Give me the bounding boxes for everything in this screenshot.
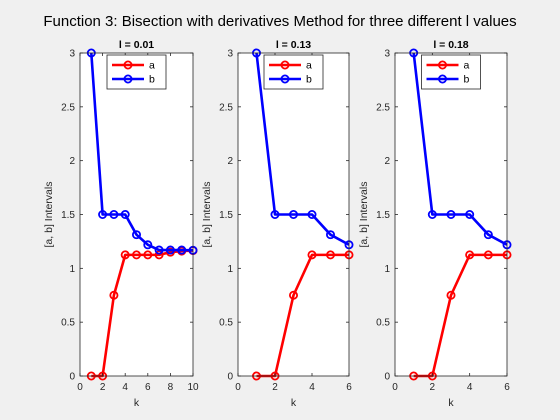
series-a-point	[483, 250, 493, 260]
subplot-title: l = 0.18	[433, 39, 468, 51]
series-b-point	[483, 230, 493, 240]
series-b-point	[446, 209, 456, 219]
x-tick-label: 2	[272, 382, 278, 393]
legend-label: b	[149, 74, 155, 86]
legend-swatch-marker	[280, 74, 290, 84]
x-tick-label: 6	[145, 382, 151, 393]
series-b-point	[427, 209, 437, 219]
legend-label: b	[464, 74, 470, 86]
series-b-point	[177, 245, 187, 255]
x-axis-label: k	[134, 397, 140, 409]
series-b-point	[288, 209, 298, 219]
y-tick-label: 1.5	[376, 210, 390, 221]
y-tick-label: 3	[69, 49, 75, 60]
series-b-point	[465, 209, 475, 219]
legend-box	[106, 54, 167, 90]
y-axis-label: [a, b] Intervals	[43, 182, 55, 248]
x-tick-label: 0	[77, 382, 83, 393]
series-b-point	[154, 245, 164, 255]
y-tick-label: 3	[227, 49, 233, 60]
x-tick-label: 2	[430, 382, 436, 393]
y-axis-label: [a, b] Intervals	[201, 182, 213, 248]
y-tick-label: 1	[69, 264, 75, 275]
y-tick-label: 1	[227, 264, 233, 275]
series-a-point	[465, 250, 475, 260]
legend-swatch-marker	[123, 74, 133, 84]
y-tick-label: 2.5	[61, 102, 75, 113]
x-tick-label: 0	[392, 382, 398, 393]
series-b-point	[307, 209, 317, 219]
x-tick-label: 6	[346, 382, 352, 393]
series-b-point	[120, 209, 130, 219]
subplot-1: 0 2 4 6 8 10 0 0.5 1 1.5 2 2.5 3 l = 0.01 k [a, b] Inte…	[43, 39, 199, 409]
x-axis-label: k	[291, 397, 297, 409]
series-b-line	[90, 52, 194, 252]
series-a-point	[143, 250, 153, 260]
legend: ab	[421, 54, 481, 90]
y-tick-label: 1.5	[219, 210, 233, 221]
legend-swatch-marker	[437, 74, 447, 84]
legend-box	[263, 54, 324, 90]
series-b-point	[131, 230, 141, 240]
series-a-point	[325, 250, 335, 260]
y-tick-label: 0	[384, 372, 390, 383]
series-a-point	[288, 290, 298, 300]
y-axis-label: [a, b] Intervals	[358, 182, 370, 248]
legend-swatch-marker	[280, 60, 290, 70]
x-tick-label: 0	[235, 382, 241, 393]
y-tick-label: 0.5	[376, 318, 390, 329]
y-tick-label: 2	[69, 156, 75, 167]
legend-label: a	[306, 60, 312, 72]
x-tick-label: 4	[309, 382, 315, 393]
legend-label: a	[464, 60, 470, 72]
legend-swatch-marker	[123, 60, 133, 70]
series-a-point	[109, 290, 119, 300]
legend-label: b	[306, 74, 312, 86]
series-b-point	[109, 209, 119, 219]
y-tick-label: 0.5	[219, 318, 233, 329]
x-axis-label: k	[448, 397, 454, 409]
x-tick-label: 6	[504, 382, 510, 393]
subplot-title: l = 0.01	[119, 39, 154, 51]
x-tick-label: 4	[122, 382, 128, 393]
series-a-point	[446, 290, 456, 300]
legend-swatch-marker	[437, 60, 447, 70]
series-b-point	[325, 230, 335, 240]
series-b-point	[270, 209, 280, 219]
series-a-point	[120, 250, 130, 260]
legend-box	[421, 54, 481, 90]
series-a-point	[131, 250, 141, 260]
x-tick-label: 10	[187, 382, 199, 393]
series-a-line	[91, 249, 194, 378]
figure-title: Function 3: Bisection with derivatives M…	[43, 13, 516, 30]
series-b-point	[165, 245, 175, 255]
y-tick-label: 2	[384, 156, 390, 167]
subplot-3: 0 2 4 6 0 0.5 1 1.5 2 2.5 3 l = 0.18 k [a, b] Interva…	[358, 39, 512, 409]
y-tick-label: 2	[227, 156, 233, 167]
y-tick-label: 0	[69, 372, 75, 383]
y-tick-label: 1.5	[61, 210, 75, 221]
y-tick-label: 3	[384, 49, 390, 60]
series-a-point	[307, 250, 317, 260]
y-tick-label: 0.5	[61, 318, 75, 329]
y-tick-label: 2.5	[219, 102, 233, 113]
x-tick-label: 8	[168, 382, 174, 393]
subplot-title: l = 0.13	[276, 39, 311, 51]
legend: ab	[106, 54, 167, 90]
legend: ab	[263, 54, 324, 90]
legend-label: a	[149, 60, 155, 72]
series-b-point	[143, 240, 153, 250]
y-tick-label: 2.5	[376, 102, 390, 113]
plot-area	[80, 53, 193, 376]
y-tick-label: 1	[384, 264, 390, 275]
series-b-point	[98, 209, 108, 219]
subplot-2: 0 2 4 6 0 0.5 1 1.5 2 2.5 3 l = 0.13 k [a, b] Interva…	[201, 39, 354, 409]
y-tick-label: 0	[227, 372, 233, 383]
x-tick-label: 2	[100, 382, 106, 393]
x-tick-label: 4	[467, 382, 473, 393]
